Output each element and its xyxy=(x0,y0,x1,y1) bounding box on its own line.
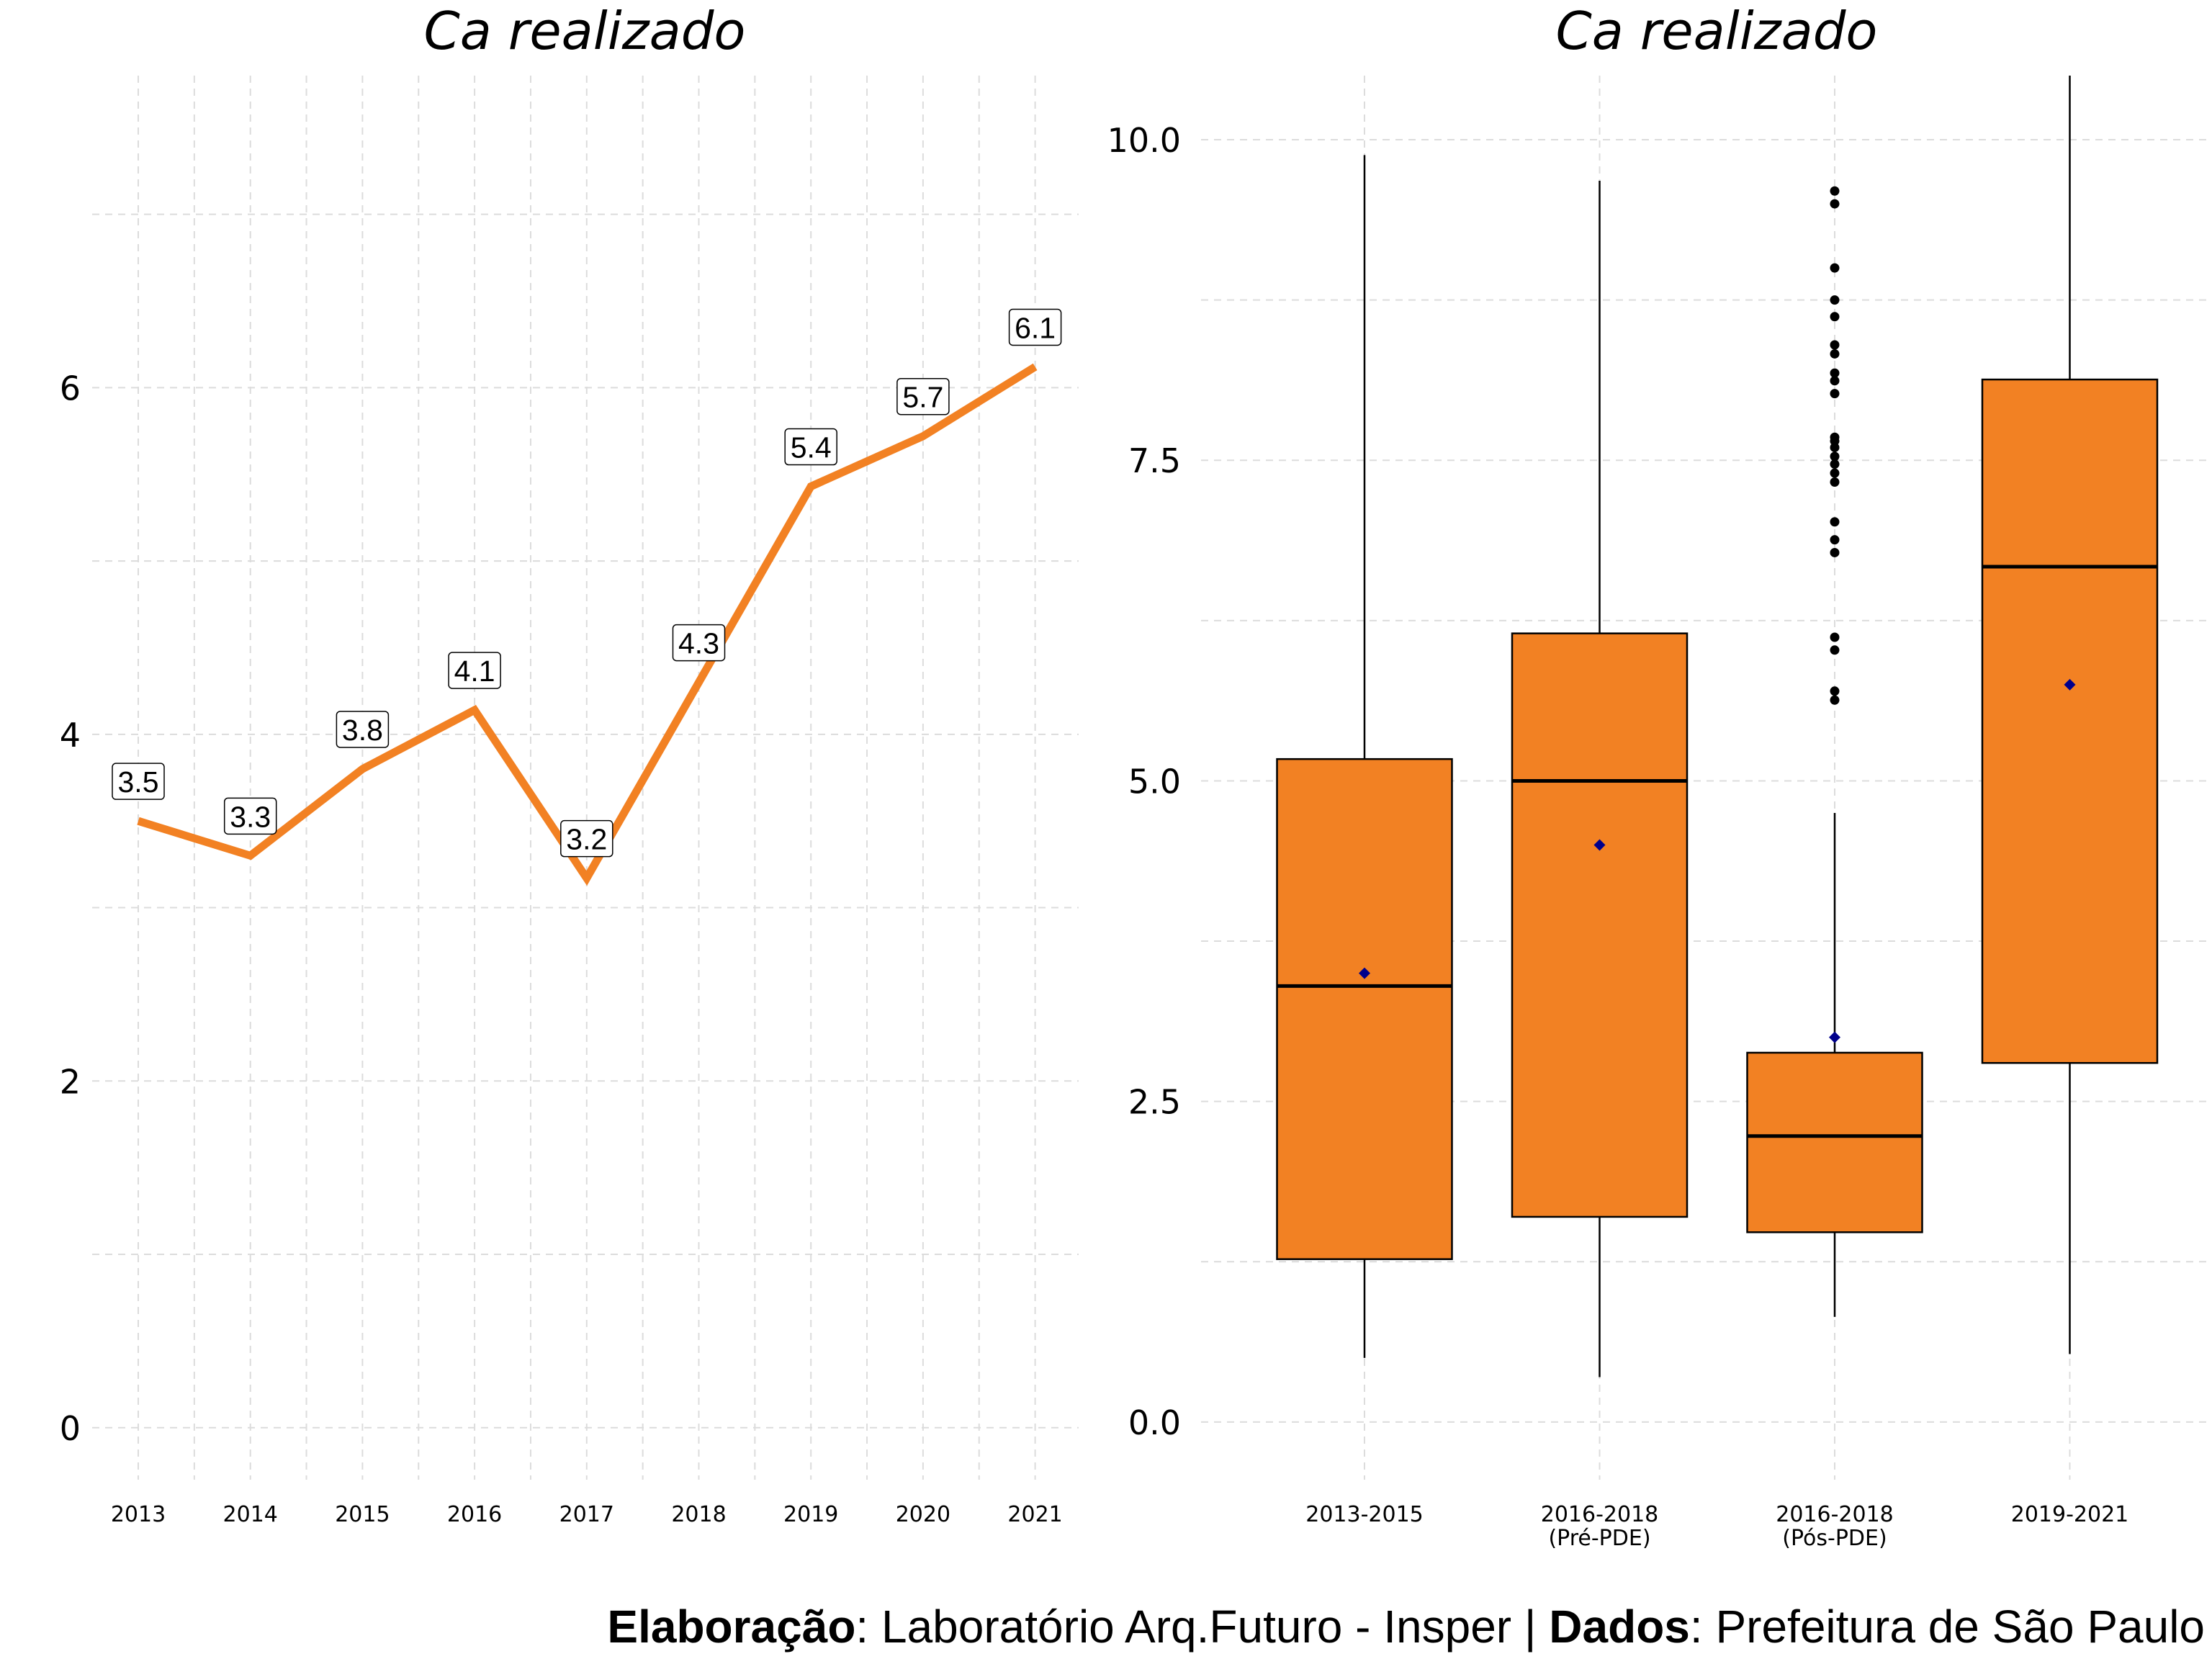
data-label-text: 3.8 xyxy=(342,714,383,747)
box-chart-title: Ca realizado xyxy=(1556,1,1878,61)
y-tick-label: 5.0 xyxy=(1128,762,1181,801)
data-label-box xyxy=(448,652,501,689)
data-label-box xyxy=(112,763,165,800)
x-tick-label: 2016-2018 xyxy=(1541,1502,1659,1527)
box-body xyxy=(1511,632,1689,1218)
outlier-point xyxy=(1830,442,1840,452)
series-line xyxy=(137,363,1038,886)
mean-marker xyxy=(1593,839,1606,851)
data-label-text: 5.7 xyxy=(902,381,943,414)
x-tick-label: 2018 xyxy=(671,1502,726,1527)
caption-dados-text: : Prefeitura de São Paulo xyxy=(1689,1601,2205,1653)
x-tick-sublabel: (Pré-PDE) xyxy=(1548,1526,1650,1551)
x-tick-label: 2019 xyxy=(783,1502,838,1527)
outlier-point xyxy=(1830,468,1840,478)
outlier-point xyxy=(1830,368,1840,378)
outlier-point xyxy=(1830,695,1840,705)
outlier-point xyxy=(1830,535,1840,545)
outlier-point xyxy=(1830,477,1840,487)
y-tick-label: 0.0 xyxy=(1128,1403,1181,1442)
x-tick-label: 2014 xyxy=(223,1502,278,1527)
data-label: 3.2 xyxy=(560,819,613,858)
data-label-box xyxy=(784,428,837,466)
outlier-point xyxy=(1830,432,1840,442)
box-3 xyxy=(1746,186,1923,1317)
outlier-point xyxy=(1830,263,1840,273)
outlier-point xyxy=(1830,376,1840,386)
y-tick-label: 6 xyxy=(60,369,81,408)
x-tick-label: 2020 xyxy=(896,1502,950,1527)
y-tick-label: 0 xyxy=(60,1409,81,1448)
line-chart-title: Ca realizado xyxy=(424,1,746,61)
data-label: 3.8 xyxy=(336,711,390,748)
data-label-box xyxy=(223,797,277,835)
data-label-text: 5.4 xyxy=(791,431,832,464)
data-label-text: 3.5 xyxy=(118,765,159,799)
mean-marker xyxy=(2064,678,2076,691)
outlier-point xyxy=(1830,517,1840,527)
x-tick-sublabel: (Pós-PDE) xyxy=(1782,1526,1887,1551)
data-label-box xyxy=(896,377,950,415)
box-chart-panel: Ca realizado 0.0 2.5 5.0 7.5 10.0 2013-2015 20… xyxy=(1107,1,2212,1551)
data-label: 4.1 xyxy=(448,652,501,689)
data-label-text: 4.1 xyxy=(454,655,495,688)
x-tick-label: 2019-2021 xyxy=(2011,1502,2129,1527)
y-tick-label: 7.5 xyxy=(1128,441,1181,480)
box-body xyxy=(1981,378,2159,1064)
data-label-text: 4.3 xyxy=(678,627,719,660)
line-chart-grid xyxy=(92,76,1079,1480)
outlier-point xyxy=(1830,349,1840,359)
box-1 xyxy=(1276,155,1453,1358)
source-caption: Elaboração: Laboratório Arq.Futuro - Ins… xyxy=(598,1600,2205,1653)
data-label-box xyxy=(560,819,613,858)
y-tick-label: 4 xyxy=(60,716,81,755)
caption-elaboracao-text: : Laboratório Arq.Futuro - Insper | xyxy=(855,1601,1550,1653)
outlier-point xyxy=(1830,686,1840,696)
x-tick-label: 2021 xyxy=(1007,1502,1062,1527)
mean-marker xyxy=(1359,967,1370,979)
outlier-point xyxy=(1830,295,1840,305)
x-tick-label: 2013 xyxy=(111,1502,166,1527)
caption-dados-label: Dados xyxy=(1549,1601,1690,1653)
outlier-point xyxy=(1830,312,1840,322)
data-label-box xyxy=(1008,308,1062,346)
box-2 xyxy=(1511,181,1689,1377)
x-tick-label: 2017 xyxy=(559,1502,614,1527)
mean-marker xyxy=(1829,1031,1840,1043)
data-label-text: 6.1 xyxy=(1015,311,1056,344)
caption-elaboracao-label: Elaboração xyxy=(607,1601,856,1653)
outlier-point xyxy=(1830,547,1840,557)
data-label: 5.7 xyxy=(896,377,950,415)
data-label: 3.3 xyxy=(223,797,277,835)
data-label: 6.1 xyxy=(1008,308,1062,346)
outlier-point xyxy=(1830,389,1840,399)
outlier-point xyxy=(1830,451,1840,462)
y-tick-label: 2.5 xyxy=(1128,1083,1181,1122)
data-label-text: 3.2 xyxy=(566,823,607,856)
box-body xyxy=(1746,1051,1923,1233)
x-tick-label: 2015 xyxy=(335,1502,390,1527)
data-label-box xyxy=(672,624,726,662)
outlier-point xyxy=(1830,632,1840,642)
data-label-box xyxy=(336,711,390,748)
outlier-point xyxy=(1830,199,1840,209)
y-tick-label: 10.0 xyxy=(1107,121,1181,160)
outlier-point xyxy=(1830,186,1840,196)
outlier-point xyxy=(1830,645,1840,655)
data-label: 3.5 xyxy=(112,763,165,800)
line-chart-panel: Ca realizado 0 2 4 6 2013 2014 2015 2016 2017 201… xyxy=(60,1,1079,1527)
box-body xyxy=(1276,757,1453,1260)
data-label: 4.3 xyxy=(672,624,726,662)
data-label-text: 3.3 xyxy=(230,800,271,833)
x-tick-label: 2013-2015 xyxy=(1305,1502,1424,1527)
data-label: 5.4 xyxy=(784,428,837,466)
outlier-point xyxy=(1830,459,1840,469)
y-tick-label: 2 xyxy=(60,1062,81,1101)
x-tick-label: 2016-2018 xyxy=(1776,1502,1894,1527)
x-tick-label: 2016 xyxy=(447,1502,502,1527)
outlier-point xyxy=(1830,340,1840,350)
box-4 xyxy=(1981,76,2159,1354)
